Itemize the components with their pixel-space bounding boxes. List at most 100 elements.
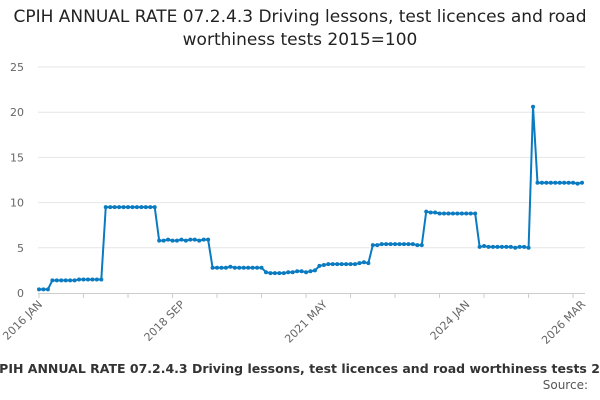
data-point[interactable]: [419, 243, 424, 248]
data-point[interactable]: [63, 278, 68, 283]
data-point[interactable]: [330, 262, 335, 267]
data-point[interactable]: [580, 180, 584, 185]
data-point[interactable]: [148, 205, 153, 210]
data-point[interactable]: [321, 262, 326, 267]
data-point[interactable]: [232, 265, 237, 270]
data-point[interactable]: [299, 269, 304, 274]
data-point[interactable]: [370, 243, 375, 248]
data-point[interactable]: [495, 244, 500, 249]
data-point[interactable]: [108, 205, 113, 210]
data-point[interactable]: [228, 264, 233, 269]
data-point[interactable]: [54, 278, 59, 283]
data-point[interactable]: [112, 205, 117, 210]
data-point[interactable]: [353, 262, 358, 267]
data-point[interactable]: [437, 211, 442, 216]
data-point[interactable]: [246, 265, 251, 270]
data-point[interactable]: [277, 271, 282, 276]
data-point[interactable]: [210, 265, 215, 270]
data-point[interactable]: [397, 242, 402, 247]
data-point[interactable]: [468, 211, 473, 216]
data-point[interactable]: [263, 270, 268, 275]
data-point[interactable]: [117, 205, 122, 210]
data-point[interactable]: [410, 242, 415, 247]
data-point[interactable]: [41, 287, 46, 292]
data-point[interactable]: [388, 242, 393, 247]
data-point[interactable]: [486, 244, 491, 249]
data-point[interactable]: [517, 244, 522, 249]
data-point[interactable]: [126, 205, 131, 210]
data-point[interactable]: [259, 265, 264, 270]
data-point[interactable]: [424, 209, 429, 214]
data-point[interactable]: [68, 278, 73, 283]
data-point[interactable]: [504, 244, 509, 249]
data-point[interactable]: [548, 180, 553, 185]
data-point[interactable]: [562, 180, 567, 185]
data-point[interactable]: [219, 265, 224, 270]
data-point[interactable]: [81, 277, 86, 282]
data-point[interactable]: [344, 262, 349, 267]
data-point[interactable]: [179, 237, 184, 242]
data-point[interactable]: [384, 242, 389, 247]
data-point[interactable]: [255, 265, 260, 270]
data-point[interactable]: [366, 261, 371, 266]
data-point[interactable]: [281, 271, 286, 276]
data-point[interactable]: [304, 270, 309, 275]
data-point[interactable]: [99, 277, 104, 282]
data-point[interactable]: [499, 244, 504, 249]
data-point[interactable]: [557, 180, 562, 185]
data-point[interactable]: [455, 211, 460, 216]
data-point[interactable]: [72, 278, 77, 283]
data-point[interactable]: [535, 180, 540, 185]
data-point[interactable]: [37, 287, 41, 292]
data-point[interactable]: [152, 205, 157, 210]
data-point[interactable]: [201, 237, 206, 242]
data-point[interactable]: [174, 238, 179, 243]
data-point[interactable]: [45, 287, 50, 292]
data-point[interactable]: [90, 277, 95, 282]
data-point[interactable]: [161, 238, 166, 243]
data-point[interactable]: [571, 180, 576, 185]
data-point[interactable]: [522, 244, 527, 249]
data-point[interactable]: [442, 211, 447, 216]
data-point[interactable]: [482, 243, 487, 248]
data-point[interactable]: [241, 265, 246, 270]
data-point[interactable]: [513, 245, 518, 250]
data-point[interactable]: [379, 242, 384, 247]
data-point[interactable]: [188, 237, 193, 242]
data-point[interactable]: [464, 211, 469, 216]
data-point[interactable]: [206, 237, 211, 242]
data-point[interactable]: [473, 211, 478, 216]
data-point[interactable]: [166, 237, 171, 242]
data-point[interactable]: [446, 211, 451, 216]
data-point[interactable]: [286, 270, 291, 275]
data-point[interactable]: [459, 211, 464, 216]
data-point[interactable]: [406, 242, 411, 247]
data-point[interactable]: [223, 265, 228, 270]
data-point[interactable]: [139, 205, 144, 210]
data-point[interactable]: [268, 271, 273, 276]
data-point[interactable]: [85, 277, 90, 282]
data-point[interactable]: [94, 277, 99, 282]
data-point[interactable]: [130, 205, 135, 210]
data-point[interactable]: [348, 262, 353, 267]
data-point[interactable]: [375, 243, 380, 248]
data-point[interactable]: [428, 210, 433, 215]
data-point[interactable]: [134, 205, 139, 210]
data-point[interactable]: [103, 205, 108, 210]
data-point[interactable]: [237, 265, 242, 270]
data-point[interactable]: [183, 238, 188, 243]
data-point[interactable]: [143, 205, 148, 210]
data-point[interactable]: [77, 277, 82, 282]
data-point[interactable]: [121, 205, 126, 210]
data-point[interactable]: [401, 242, 406, 247]
data-point[interactable]: [433, 210, 438, 215]
data-point[interactable]: [361, 260, 366, 265]
data-point[interactable]: [250, 265, 255, 270]
data-point[interactable]: [539, 180, 544, 185]
data-point[interactable]: [157, 238, 162, 243]
data-point[interactable]: [415, 243, 420, 248]
data-point[interactable]: [50, 278, 55, 283]
data-point[interactable]: [312, 268, 317, 273]
data-point[interactable]: [553, 180, 558, 185]
data-point[interactable]: [317, 263, 322, 268]
